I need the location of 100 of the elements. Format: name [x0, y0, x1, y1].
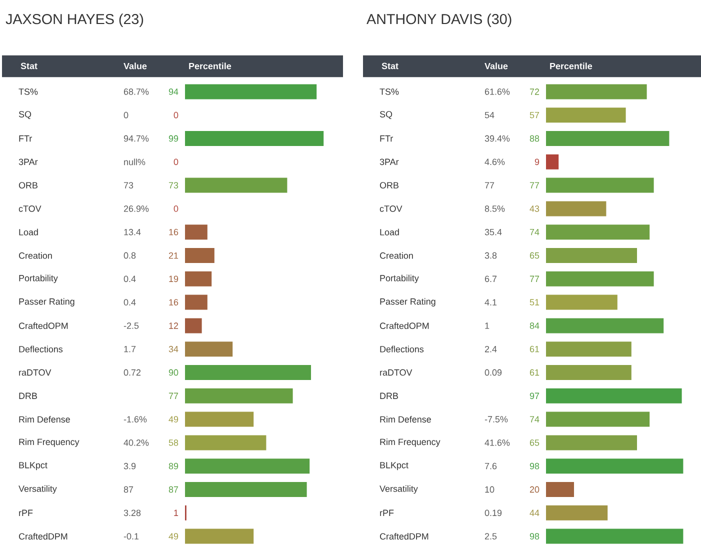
text: 73	[124, 182, 134, 188]
bar	[185, 482, 307, 497]
data-label: 84	[530, 322, 540, 329]
text: 7.6	[484, 462, 497, 470]
bar	[185, 388, 293, 404]
data-label: 65	[530, 252, 540, 259]
data-label: 61	[530, 346, 540, 352]
y-tick-label: TS%	[380, 88, 399, 95]
y-tick-label: Deflections	[380, 346, 424, 352]
bar	[185, 458, 310, 474]
text: 2.4	[484, 346, 497, 352]
y-tick-label: Versatility	[18, 485, 57, 494]
y-tick-label: ORB	[18, 182, 38, 188]
text: 87	[124, 486, 134, 493]
text: -1.6%	[124, 416, 147, 422]
data-label: 72	[530, 88, 540, 95]
y-tick-label: 3PAr	[18, 158, 38, 166]
y-tick-label: Creation	[380, 252, 413, 259]
data-label: 87	[168, 486, 178, 493]
bar	[185, 412, 254, 427]
text: 0.09	[484, 369, 502, 376]
text: 26.9%	[124, 206, 149, 212]
chart-title: JAXSON HAYES (23)	[6, 14, 144, 27]
data-label: 19	[169, 276, 178, 282]
data-label: 43	[530, 206, 540, 212]
text: Value	[124, 62, 147, 70]
data-label: 97	[530, 392, 540, 400]
data-label: 77	[530, 182, 540, 188]
text: 39.4%	[484, 135, 510, 142]
text: 4.1	[484, 299, 497, 306]
text: 0	[124, 112, 128, 118]
y-tick-label: CraftedDPM	[380, 532, 428, 540]
bar	[185, 528, 254, 544]
text: -7.5%	[484, 416, 508, 422]
bar	[185, 342, 233, 357]
data-label: 12	[169, 322, 178, 329]
y-tick-label: BLKpct	[19, 462, 48, 470]
data-label: 20	[530, 486, 540, 493]
y-tick-label: Portability	[19, 274, 58, 284]
y-tick-label: Rim Frequency	[380, 438, 440, 447]
data-label: 73	[168, 182, 178, 188]
y-tick-label: SQ	[18, 111, 32, 120]
text: 41.6%	[484, 440, 510, 446]
bar	[546, 388, 682, 404]
data-label: 65	[530, 440, 540, 446]
bar	[185, 318, 202, 334]
bar	[546, 435, 638, 450]
bar	[185, 84, 317, 100]
y-tick-label: rPF	[380, 510, 394, 516]
text: 54	[484, 112, 494, 118]
y-tick-label: Passer Rating	[380, 298, 436, 306]
data-label: 89	[168, 462, 178, 470]
text: null%	[124, 158, 146, 166]
text: 0.72	[124, 369, 141, 376]
y-tick-label: CraftedOPM	[380, 322, 429, 329]
y-tick-label: raDTOV	[380, 369, 412, 376]
data-label: 51	[530, 299, 540, 306]
x-axis-title: Percentile	[189, 62, 232, 70]
bar	[546, 201, 606, 216]
text: -0.1	[124, 533, 139, 540]
text: 1	[485, 322, 490, 329]
y-tick-label: Passer Rating	[19, 298, 74, 306]
text: 13.4	[124, 228, 141, 236]
text: 10	[485, 486, 494, 493]
text: 3.28	[124, 510, 141, 516]
text: 6.7	[484, 276, 497, 282]
y-tick-label: Load	[380, 228, 399, 236]
text: 61.6%	[484, 88, 510, 95]
text: 35.4	[484, 228, 502, 236]
bar	[546, 271, 654, 286]
text: Value	[484, 62, 508, 70]
text: -2.5	[124, 322, 139, 329]
data-label: 16	[169, 228, 178, 236]
data-label: 16	[169, 299, 178, 306]
data-label: 44	[530, 510, 540, 516]
bar	[546, 458, 684, 474]
text: 3.9	[124, 462, 136, 470]
text: 0.4	[124, 276, 136, 282]
y-tick-label: Creation	[18, 252, 52, 259]
data-label: 0	[174, 112, 178, 118]
text: 4.6%	[484, 158, 505, 166]
bar	[546, 294, 618, 310]
text: 3.8	[484, 252, 497, 259]
chart-title: ANTHONY DAVIS (30)	[366, 14, 512, 27]
text: 2.5	[484, 533, 497, 540]
y-tick-label: Deflections	[19, 346, 63, 352]
data-label: 58	[168, 440, 178, 446]
text: 1.7	[124, 346, 136, 352]
x-axis-title: Percentile	[550, 62, 592, 70]
data-label: 49	[168, 533, 178, 540]
y-tick-label: BLKpct	[380, 462, 408, 470]
y-tick-label: CraftedOPM	[18, 322, 68, 329]
bar	[185, 435, 266, 450]
y-tick-label: CraftedDPM	[18, 532, 68, 540]
bar	[546, 130, 670, 146]
bar	[185, 224, 208, 240]
bar	[185, 248, 214, 263]
data-label: 77	[530, 276, 540, 282]
data-label: 61	[530, 369, 540, 376]
bar	[546, 505, 608, 520]
